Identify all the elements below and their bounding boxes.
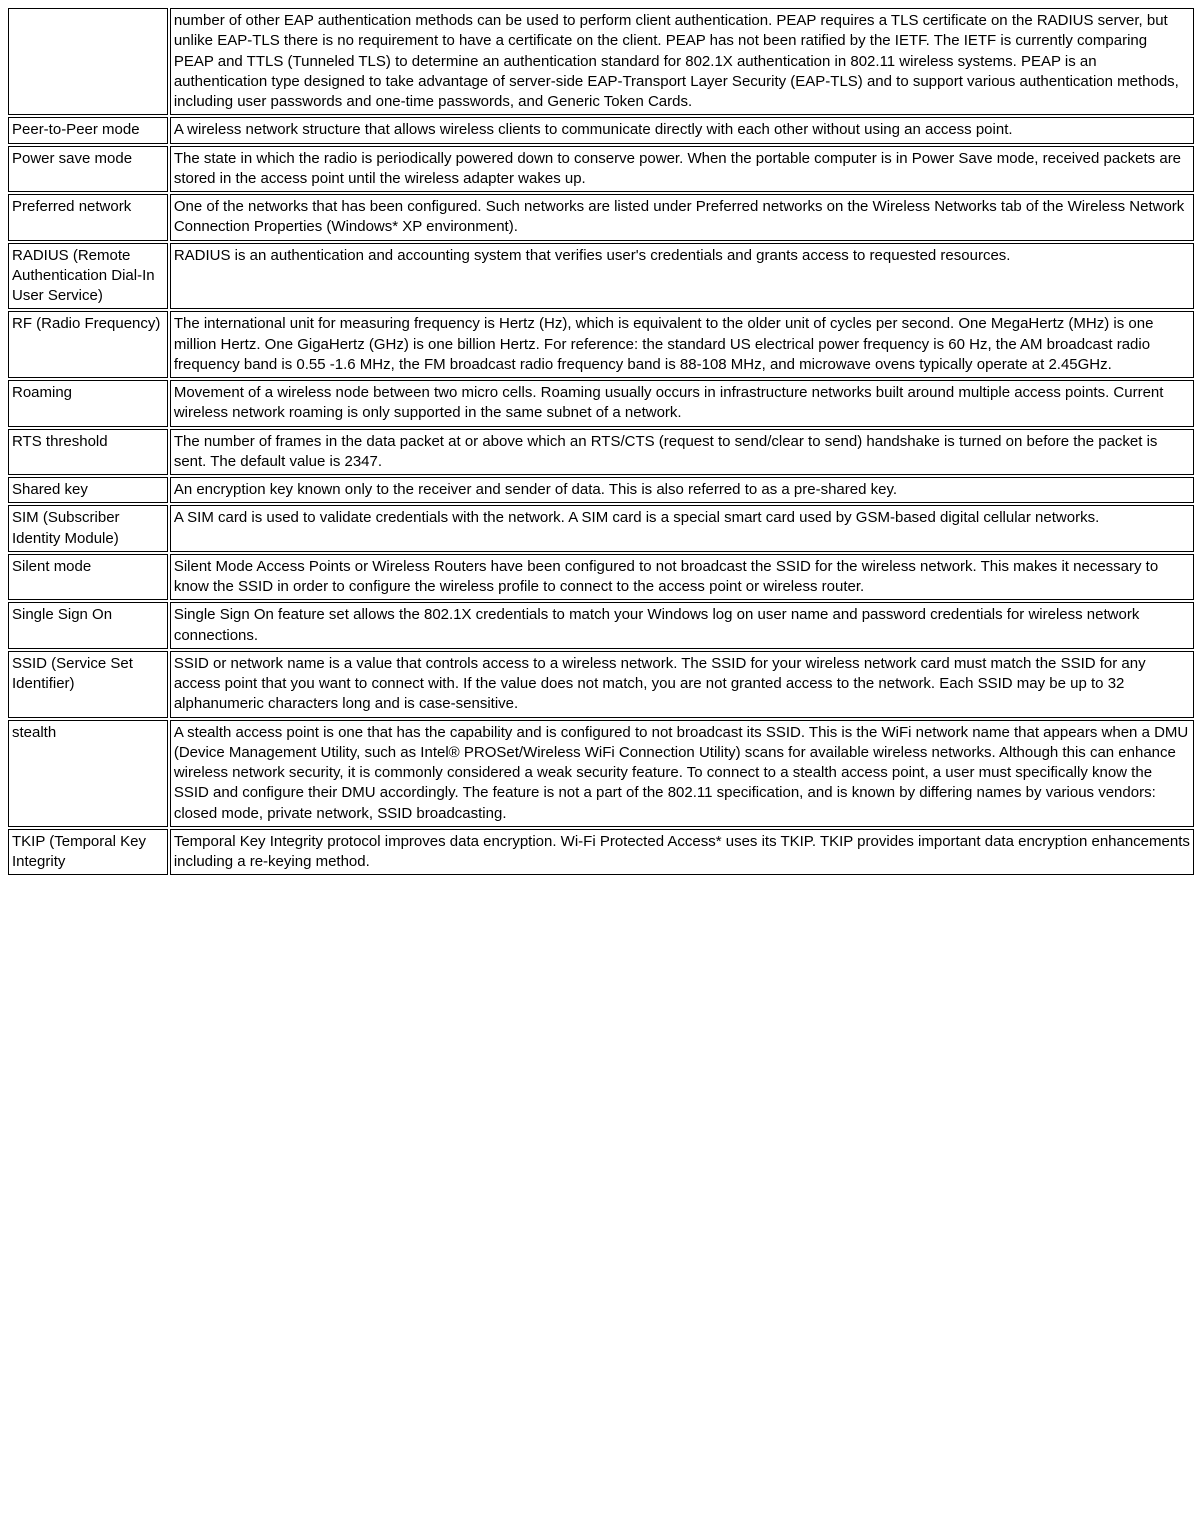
- table-row: Silent modeSilent Mode Access Points or …: [8, 554, 1194, 601]
- glossary-definition: An encryption key known only to the rece…: [170, 477, 1194, 503]
- glossary-definition: number of other EAP authentication metho…: [170, 8, 1194, 115]
- glossary-term: [8, 8, 168, 115]
- table-row: stealthA stealth access point is one tha…: [8, 720, 1194, 827]
- glossary-term: RADIUS (Remote Authentication Dial-In Us…: [8, 243, 168, 310]
- glossary-term: Power save mode: [8, 146, 168, 193]
- glossary-definition: Temporal Key Integrity protocol improves…: [170, 829, 1194, 876]
- glossary-table: number of other EAP authentication metho…: [6, 6, 1196, 877]
- glossary-definition: SSID or network name is a value that con…: [170, 651, 1194, 718]
- glossary-definition: Silent Mode Access Points or Wireless Ro…: [170, 554, 1194, 601]
- glossary-definition: A stealth access point is one that has t…: [170, 720, 1194, 827]
- glossary-term: SSID (Service Set Identifier): [8, 651, 168, 718]
- glossary-definition: The international unit for measuring fre…: [170, 311, 1194, 378]
- glossary-definition: A wireless network structure that allows…: [170, 117, 1194, 143]
- table-row: TKIP (Temporal Key IntegrityTemporal Key…: [8, 829, 1194, 876]
- table-row: RADIUS (Remote Authentication Dial-In Us…: [8, 243, 1194, 310]
- glossary-definition: Movement of a wireless node between two …: [170, 380, 1194, 427]
- table-row: Peer-to-Peer modeA wireless network stru…: [8, 117, 1194, 143]
- glossary-term: RF (Radio Frequency): [8, 311, 168, 378]
- glossary-term: Preferred network: [8, 194, 168, 241]
- glossary-definition: Single Sign On feature set allows the 80…: [170, 602, 1194, 649]
- table-row: Single Sign OnSingle Sign On feature set…: [8, 602, 1194, 649]
- glossary-term: RTS threshold: [8, 429, 168, 476]
- glossary-term: Shared key: [8, 477, 168, 503]
- glossary-definition: One of the networks that has been config…: [170, 194, 1194, 241]
- table-row: SSID (Service Set Identifier)SSID or net…: [8, 651, 1194, 718]
- glossary-definition: A SIM card is used to validate credentia…: [170, 505, 1194, 552]
- glossary-term: Single Sign On: [8, 602, 168, 649]
- glossary-term: Roaming: [8, 380, 168, 427]
- glossary-term: SIM (Subscriber Identity Module): [8, 505, 168, 552]
- table-row: number of other EAP authentication metho…: [8, 8, 1194, 115]
- glossary-term: Silent mode: [8, 554, 168, 601]
- table-row: RTS thresholdThe number of frames in the…: [8, 429, 1194, 476]
- table-row: Preferred networkOne of the networks tha…: [8, 194, 1194, 241]
- glossary-definition: The number of frames in the data packet …: [170, 429, 1194, 476]
- glossary-definition: RADIUS is an authentication and accounti…: [170, 243, 1194, 310]
- table-row: SIM (Subscriber Identity Module)A SIM ca…: [8, 505, 1194, 552]
- glossary-term: TKIP (Temporal Key Integrity: [8, 829, 168, 876]
- glossary-term: Peer-to-Peer mode: [8, 117, 168, 143]
- glossary-definition: The state in which the radio is periodic…: [170, 146, 1194, 193]
- table-row: RF (Radio Frequency)The international un…: [8, 311, 1194, 378]
- table-row: Shared keyAn encryption key known only t…: [8, 477, 1194, 503]
- glossary-term: stealth: [8, 720, 168, 827]
- table-row: Power save modeThe state in which the ra…: [8, 146, 1194, 193]
- table-row: RoamingMovement of a wireless node betwe…: [8, 380, 1194, 427]
